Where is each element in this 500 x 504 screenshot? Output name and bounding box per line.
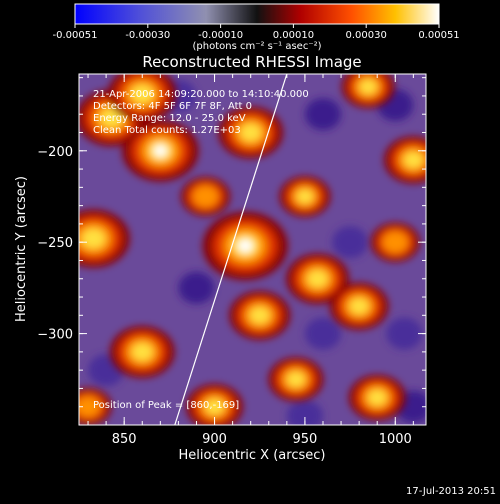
bright-source <box>348 374 406 421</box>
plot-annotations: 21-Apr-2006 14:09:20.000 to 14:10:40.000… <box>93 89 309 411</box>
bright-source <box>181 176 230 216</box>
y-tick-label: −300 <box>37 328 73 343</box>
dark-region <box>178 271 215 304</box>
bright-source <box>286 253 349 304</box>
annotation-line: Clean Total counts: 1.27E+03 <box>93 125 241 136</box>
x-tick-label: 900 <box>202 432 227 447</box>
y-tick-label: −250 <box>37 236 73 251</box>
dark-region <box>386 317 423 350</box>
x-tick-label: 950 <box>292 432 317 447</box>
annotation-line: 21-Apr-2006 14:09:20.000 to 14:10:40.000 <box>93 89 309 100</box>
y-tick-label: −200 <box>37 145 73 160</box>
bright-source <box>329 282 389 330</box>
bright-source <box>186 384 243 425</box>
x-axis-label: Heliocentric X (arcsec) <box>179 448 326 463</box>
annotation-line: Energy Range: 12.0 - 25.0 keV <box>93 113 246 124</box>
x-axis-ticks: 850 900 950 1000 <box>87 74 414 447</box>
bright-source <box>229 291 290 340</box>
colorbar <box>74 3 440 25</box>
dark-region <box>332 226 369 259</box>
plot-area <box>79 74 426 425</box>
y-axis-label: Heliocentric Y (arcsec) <box>14 176 29 322</box>
dark-region <box>304 98 341 131</box>
bright-source <box>108 74 177 122</box>
colorbar-ticks: -0.00051 -0.00030 -0.00010 0.00010 0.00030 0.… <box>53 24 460 41</box>
bright-source <box>268 357 324 402</box>
bright-source <box>341 74 395 108</box>
bright-source <box>110 326 175 378</box>
x-tick-label: 850 <box>112 432 137 447</box>
plot-frame <box>78 73 427 426</box>
annotation-line: Detectors: 4F 5F 6F 7F 8F, Att 0 <box>93 101 252 112</box>
bright-source <box>79 209 130 268</box>
bright-source <box>370 222 420 262</box>
x-tick-label: 1000 <box>379 432 412 447</box>
bright-source <box>79 388 112 425</box>
colorbar-tick-label: 0.00030 <box>346 30 387 41</box>
colorbar-tick-label: 0.00051 <box>418 30 459 41</box>
bright-source <box>122 120 199 182</box>
bright-sources <box>79 74 426 425</box>
colorbar-tick-label: -0.00030 <box>125 30 170 41</box>
peak-position-label: Position of Peak = [860,-169] <box>93 400 239 411</box>
chart-title: Reconstructed RHESSI Image <box>142 53 361 71</box>
solar-limb-line <box>174 74 288 425</box>
bright-source <box>202 211 288 280</box>
bright-source <box>279 176 331 217</box>
colorbar-tick-label: -0.00051 <box>53 30 98 41</box>
dark-region <box>304 317 341 350</box>
bright-source <box>384 136 426 184</box>
y-axis-ticks: −200 −250 −300 <box>37 77 426 426</box>
footer-timestamp: 17-Jul-2013 20:51 <box>406 486 496 497</box>
colorbar-unit-label: (photons cm⁻² s⁻¹ asec⁻²) <box>192 41 321 52</box>
colorbar-tick-label: -0.00010 <box>198 30 243 41</box>
colorbar-tick-label: 0.00010 <box>273 30 314 41</box>
bright-source <box>218 106 283 159</box>
dark-region <box>286 399 323 425</box>
